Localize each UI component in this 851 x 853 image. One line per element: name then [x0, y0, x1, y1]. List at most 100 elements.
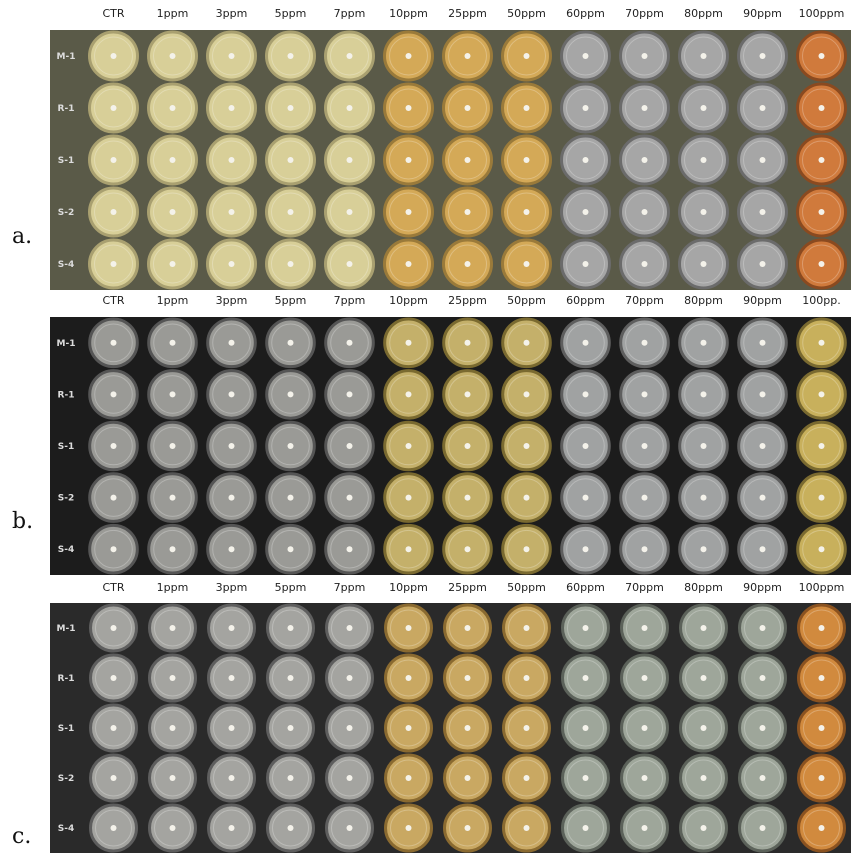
- colony: [524, 261, 530, 267]
- colony: [583, 675, 589, 681]
- colony: [642, 157, 648, 163]
- column-header: 100ppm: [799, 581, 845, 594]
- colony: [524, 675, 530, 681]
- colony: [288, 340, 294, 346]
- colony: [524, 775, 530, 781]
- colony: [406, 261, 412, 267]
- colony: [642, 825, 648, 831]
- colony: [642, 725, 648, 731]
- colony: [583, 495, 589, 501]
- colony: [819, 105, 825, 111]
- colony: [111, 825, 117, 831]
- colony: [406, 725, 412, 731]
- colony: [701, 391, 707, 397]
- colony: [229, 625, 235, 631]
- colony: [111, 209, 117, 215]
- colony: [465, 391, 471, 397]
- colony: [347, 675, 353, 681]
- colony: [465, 825, 471, 831]
- row-label: R-1: [58, 104, 75, 114]
- colony: [406, 546, 412, 552]
- colony: [760, 157, 766, 163]
- colony: [524, 340, 530, 346]
- column-header: 80ppm: [684, 294, 723, 307]
- colony: [583, 546, 589, 552]
- column-header: 3ppm: [216, 7, 248, 20]
- colony: [524, 157, 530, 163]
- colony: [406, 391, 412, 397]
- column-header: 3ppm: [216, 581, 248, 594]
- colony: [229, 725, 235, 731]
- colony: [465, 443, 471, 449]
- colony: [288, 775, 294, 781]
- colony: [642, 625, 648, 631]
- colony: [642, 495, 648, 501]
- colony: [229, 775, 235, 781]
- colony: [229, 443, 235, 449]
- row-label: S-2: [58, 208, 74, 218]
- colony: [288, 625, 294, 631]
- colony: [347, 53, 353, 59]
- column-header: 1ppm: [157, 7, 189, 20]
- colony: [229, 53, 235, 59]
- row-label: R-1: [58, 674, 75, 684]
- colony: [760, 825, 766, 831]
- colony: [406, 775, 412, 781]
- colony: [819, 53, 825, 59]
- colony: [465, 340, 471, 346]
- colony: [347, 825, 353, 831]
- colony: [170, 391, 176, 397]
- column-header: 60ppm: [566, 294, 605, 307]
- colony: [524, 209, 530, 215]
- colony: [229, 546, 235, 552]
- colony: [701, 209, 707, 215]
- colony: [465, 546, 471, 552]
- colony: [347, 105, 353, 111]
- colony: [642, 105, 648, 111]
- row-label: S-4: [58, 824, 74, 834]
- colony: [288, 53, 294, 59]
- colony: [465, 775, 471, 781]
- row-label: S-2: [58, 494, 74, 504]
- colony: [111, 675, 117, 681]
- colony: [288, 209, 294, 215]
- colony: [347, 340, 353, 346]
- colony: [229, 261, 235, 267]
- colony: [347, 209, 353, 215]
- colony: [170, 625, 176, 631]
- colony: [111, 546, 117, 552]
- row-label: S-4: [58, 545, 74, 555]
- colony: [406, 495, 412, 501]
- colony: [288, 495, 294, 501]
- column-header: 50ppm: [507, 7, 546, 20]
- colony: [288, 391, 294, 397]
- column-header: 5ppm: [275, 294, 307, 307]
- colony: [465, 261, 471, 267]
- column-header: 60ppm: [566, 7, 605, 20]
- colony: [229, 825, 235, 831]
- column-header: 50ppm: [507, 294, 546, 307]
- colony: [819, 495, 825, 501]
- colony: [524, 825, 530, 831]
- column-header: 5ppm: [275, 581, 307, 594]
- colony: [347, 391, 353, 397]
- colony: [347, 157, 353, 163]
- colony: [642, 391, 648, 397]
- colony: [642, 261, 648, 267]
- row-label: S-1: [58, 156, 74, 166]
- column-header: 1ppm: [157, 581, 189, 594]
- column-header: CTR: [102, 581, 124, 594]
- colony: [347, 443, 353, 449]
- colony: [642, 340, 648, 346]
- colony: [760, 209, 766, 215]
- column-header: 80ppm: [684, 581, 723, 594]
- colony: [524, 546, 530, 552]
- colony: [406, 340, 412, 346]
- colony: [170, 105, 176, 111]
- column-header: 70ppm: [625, 7, 664, 20]
- colony: [819, 825, 825, 831]
- colony: [701, 340, 707, 346]
- colony: [288, 546, 294, 552]
- row-label: M-1: [57, 52, 76, 62]
- column-header: 3ppm: [216, 294, 248, 307]
